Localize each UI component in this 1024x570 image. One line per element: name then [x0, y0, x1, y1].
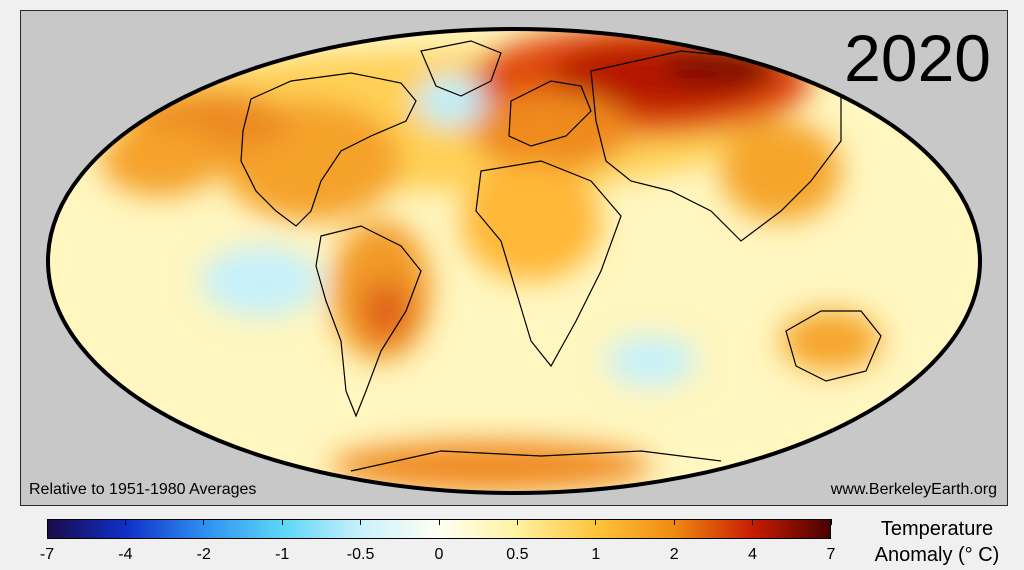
colorbar-tick-mark [46, 519, 48, 525]
colorbar-tick-mark [124, 519, 126, 525]
map-panel: 2020 Relative to 1951-1980 Averages www.… [20, 10, 1008, 506]
colorbar-tick-mark [516, 519, 518, 525]
year-label: 2020 [844, 21, 991, 95]
colorbar-tick-label: 1 [591, 546, 601, 563]
colorbar-tick-label: 7 [826, 546, 836, 563]
source-url: www.BerkeleyEarth.org [830, 481, 997, 498]
legend-title-line2: Anomaly (° C) [874, 544, 1000, 566]
colorbar-tick-label: -4 [118, 546, 133, 563]
colorbar-tick-mark [830, 519, 832, 525]
colorbar-tick-label: -0.5 [346, 546, 375, 563]
temperature-anomaly-map [46, 27, 982, 495]
colorbar-tick-mark [203, 519, 205, 525]
colorbar-tick-label: -1 [275, 546, 290, 563]
coastline-outlines [240, 40, 882, 472]
colorbar-tick-mark [595, 519, 597, 525]
colorbar-tick-label: 4 [748, 546, 758, 563]
colorbar-tick-label: -2 [196, 546, 211, 563]
legend-title-line1: Temperature [880, 518, 994, 540]
colorbar-tick-mark [673, 519, 675, 525]
colorbar-tick-mark [438, 519, 440, 525]
colorbar-tick-label: 2 [669, 546, 679, 563]
legend-title: Temperature Anomaly (° C) [852, 516, 1022, 568]
colorbar-tick-mark [281, 519, 283, 525]
colorbar-tick-mark [752, 519, 754, 525]
colorbar-tick-mark [360, 519, 362, 525]
colorbar-tick-label: 0.5 [506, 546, 529, 563]
colorbar-tick-label: -7 [39, 546, 55, 563]
baseline-note: Relative to 1951-1980 Averages [29, 481, 257, 498]
colorbar-tick-label: 0 [434, 546, 444, 563]
